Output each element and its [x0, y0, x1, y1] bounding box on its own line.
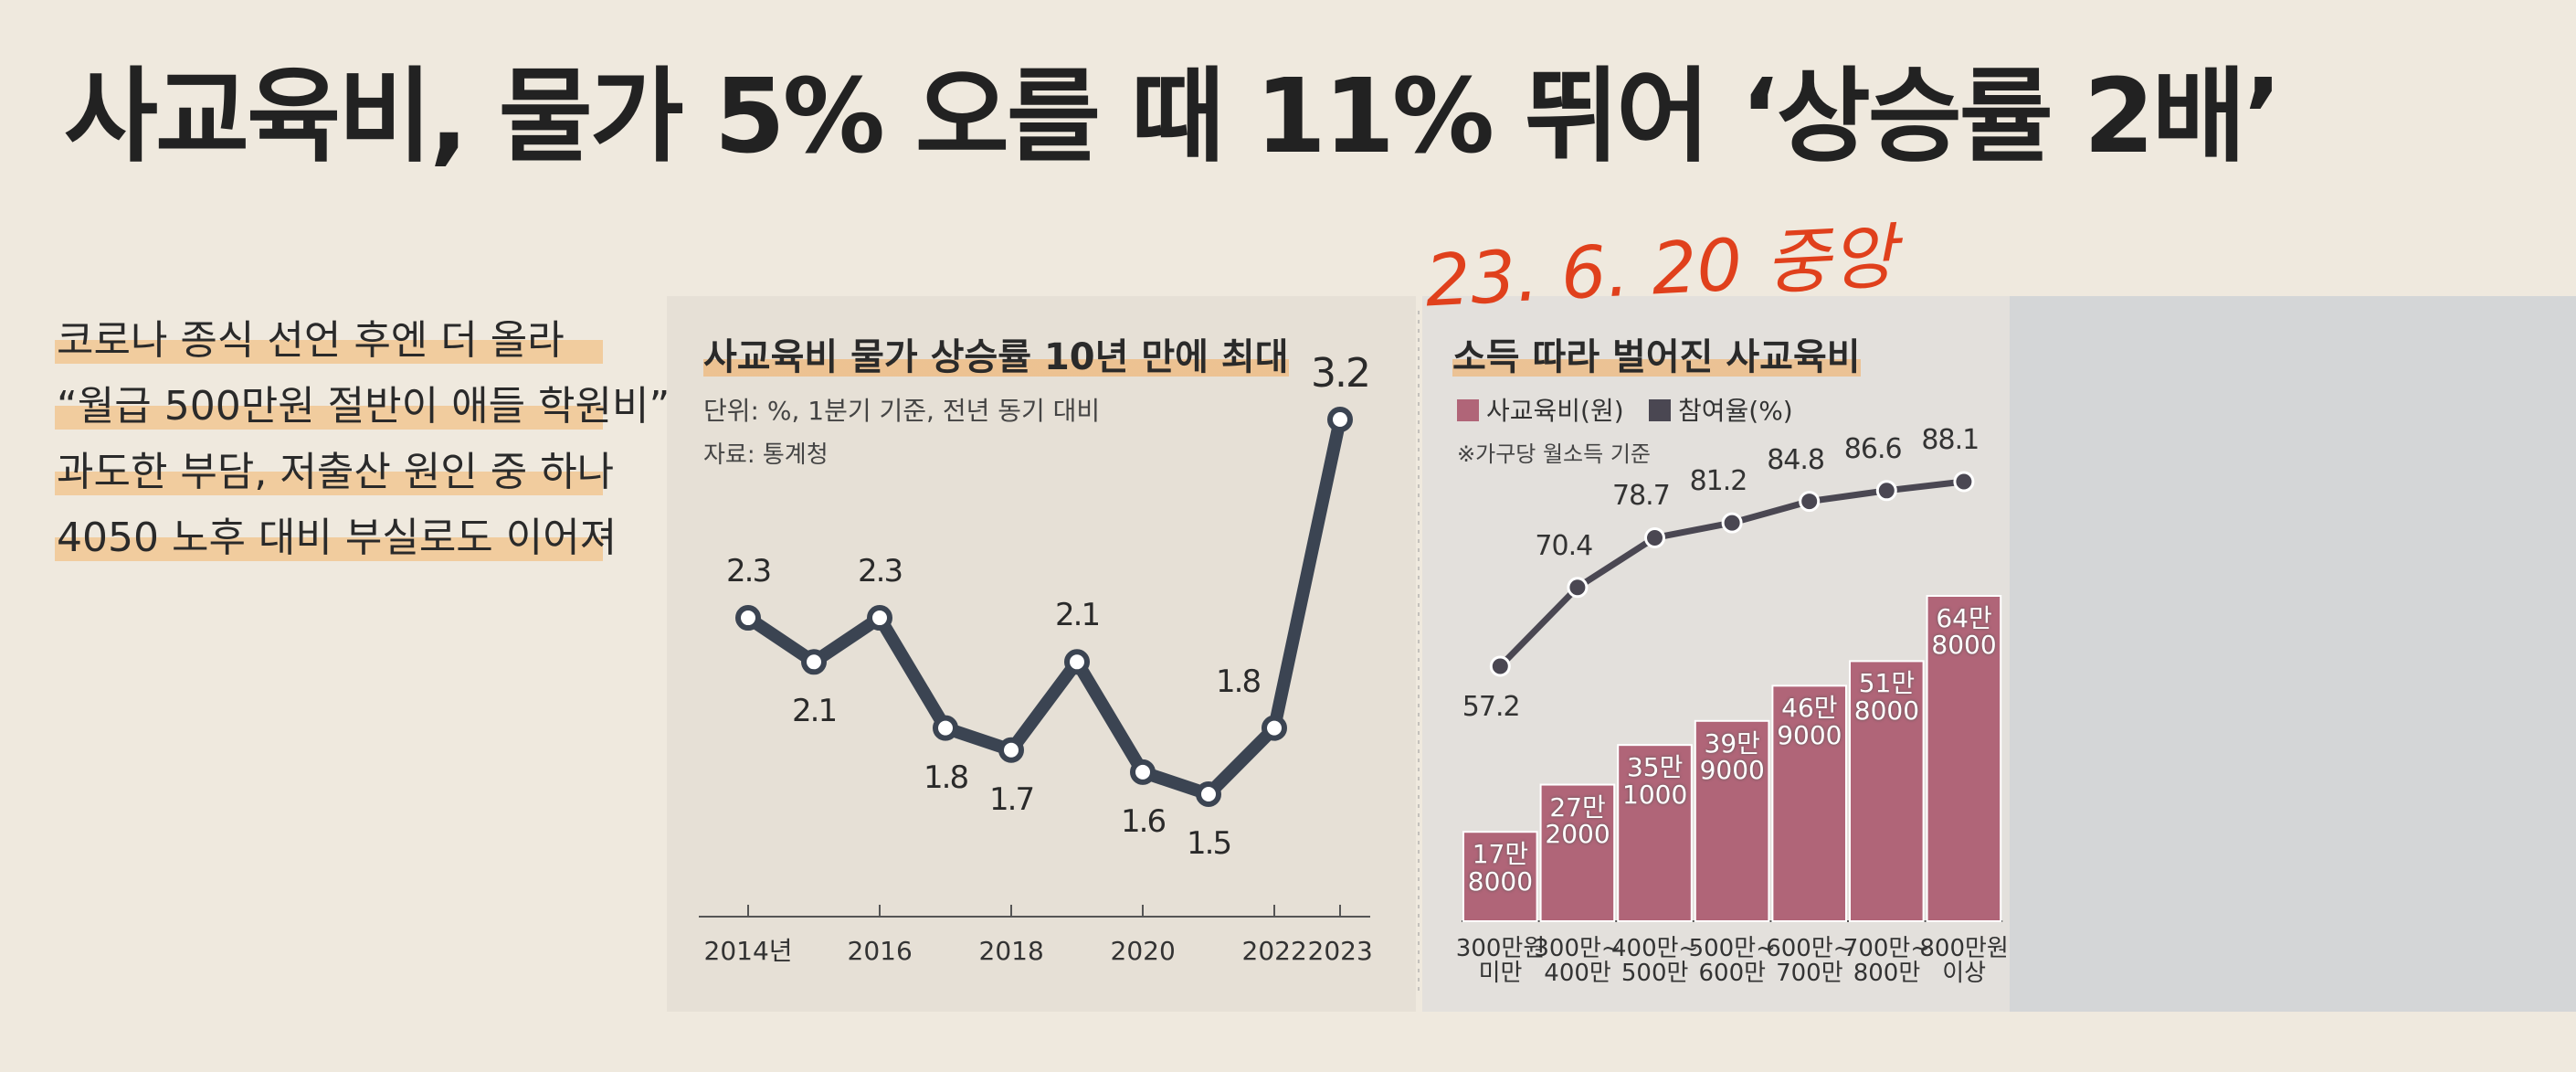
x-tick-label: 2018 [978, 935, 1044, 966]
legend-label: 참여율(%) [1678, 395, 1793, 426]
data-label: 39만 9000 [1699, 727, 1765, 786]
x-tick-label: 300만~ 400만 [1534, 935, 1621, 988]
data-label: 27만 2000 [1545, 791, 1610, 849]
highlight [55, 472, 603, 495]
x-tick-label: 2023 [1307, 935, 1373, 966]
bar [1462, 831, 1538, 923]
point [1327, 407, 1353, 432]
subhead: 코로나 종식 선언 후엔 더 올라 [57, 317, 565, 364]
data-label: 17만 8000 [1467, 839, 1534, 897]
line [744, 418, 1346, 801]
point [933, 715, 958, 741]
point [1721, 512, 1743, 534]
highlight [55, 537, 603, 561]
x-tick-label: 400만~ 500만 [1611, 935, 1699, 988]
point [1196, 781, 1221, 807]
point [1262, 715, 1287, 741]
point [735, 605, 761, 632]
x-tick-label: 2020 [1110, 935, 1176, 966]
data-label: 1.7 [989, 780, 1035, 818]
subhead: 과도한 부담, 저출산 원인 중 하나 [57, 449, 615, 495]
data-label: 86.6 [1843, 432, 1903, 465]
data-label: 2.1 [792, 693, 838, 730]
x-tick-label: 700만~ 800만 [1842, 935, 1931, 988]
data-label: 1.8 [924, 759, 969, 796]
point [1064, 649, 1090, 675]
point [801, 649, 827, 675]
point [1953, 471, 1975, 493]
legend-swatch [1457, 399, 1479, 421]
chart-source: 자료: 통계청 [703, 441, 829, 469]
x-tick-label: 800만원 이상 [1919, 935, 2009, 988]
chart-title: 사교육비 물가 상승률 10년 만에 최대 [703, 336, 1289, 378]
bar [1617, 744, 1693, 923]
x-tick-label: 600만~ 700만 [1766, 935, 1853, 988]
data-label: 57.2 [1462, 691, 1521, 723]
data-label: 2.1 [1055, 597, 1101, 634]
data-label: 84.8 [1767, 443, 1825, 476]
point [1567, 577, 1589, 599]
data-label: 81.2 [1689, 465, 1748, 498]
point [1799, 491, 1821, 513]
highlight [55, 340, 603, 364]
photo-backdrop [2010, 296, 2576, 1012]
chart-note: ※가구당 월소득 기준 [1457, 441, 1652, 467]
data-label: 78.7 [1612, 480, 1671, 513]
point [1644, 526, 1665, 548]
data-label: 64만 8000 [1931, 603, 1997, 661]
legend-swatch [1649, 399, 1671, 421]
x-tick-label: 2022 [1241, 935, 1307, 966]
point [1130, 759, 1156, 785]
highlight [55, 406, 603, 430]
data-label: 2.3 [858, 553, 903, 590]
data-label: 2.3 [726, 553, 772, 590]
chart-subtitle: 단위: %, 1분기 기준, 전년 동기 대비 [703, 396, 1101, 426]
data-label: 35만 1000 [1622, 752, 1688, 810]
bar [1849, 660, 1925, 922]
point [998, 737, 1024, 763]
subhead: 4050 노후 대비 부실로도 이어져 [57, 515, 618, 561]
point [1489, 655, 1511, 677]
legend-label: 사교육비(원) [1486, 395, 1624, 426]
bar [1926, 595, 2002, 922]
chart-title: 소득 따라 벌어진 사교육비 [1452, 336, 1861, 378]
data-label: 1.5 [1187, 825, 1232, 862]
data-label: 1.8 [1216, 663, 1262, 700]
data-label: 1.6 [1121, 802, 1167, 840]
x-tick-label: 2016 [847, 935, 913, 966]
subhead: “월급 500만원 절반이 애들 학원비” [57, 383, 670, 430]
x-tick-label: 2014년 [703, 935, 793, 966]
bar [1539, 783, 1616, 922]
point [867, 605, 892, 632]
x-tick-label: 500만~ 600만 [1688, 935, 1776, 988]
bar [1694, 719, 1770, 923]
point [1875, 480, 1897, 502]
data-label: 88.1 [1921, 424, 1980, 456]
data-label: 51만 8000 [1853, 668, 1920, 726]
data-label: 3.2 [1311, 350, 1371, 397]
data-label: 70.4 [1535, 529, 1593, 562]
headline: 사교육비, 물가 5% 오를 때 11% 뛰어 ‘상승률 2배’ [64, 58, 2282, 176]
x-tick-label: 300만원 미만 [1455, 935, 1546, 988]
bar [1771, 685, 1848, 922]
data-label: 46만 9000 [1777, 693, 1842, 750]
